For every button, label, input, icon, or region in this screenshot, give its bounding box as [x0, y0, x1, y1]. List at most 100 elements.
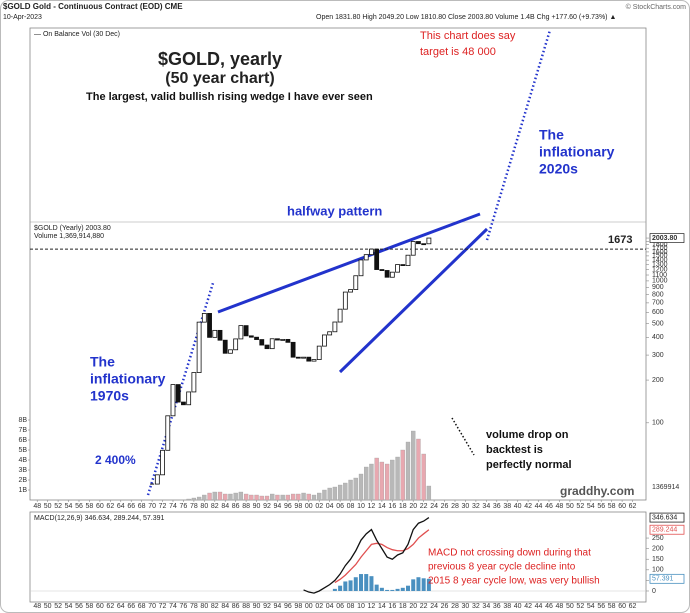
y-tick-label: 500: [652, 320, 664, 327]
x-tick-label: 58: [86, 503, 94, 510]
x-tick-label: 98: [294, 603, 302, 610]
volume-bar: [217, 491, 223, 501]
value-box-label: 289.244: [652, 527, 677, 534]
x-tick-label: 68: [138, 603, 146, 610]
volume-bar: [280, 494, 285, 501]
x-tick-label: 32: [472, 503, 480, 510]
x-tick-label: 38: [503, 603, 511, 610]
x-tick-label: 08: [347, 503, 355, 510]
y-tick-label: 600: [652, 309, 664, 316]
volume-bar: [317, 492, 322, 501]
volume-bar: [202, 494, 207, 501]
x-tick-label: 78: [190, 603, 198, 610]
y-tick-label: 1000: [652, 278, 668, 285]
y-tick-label: 1800: [652, 242, 668, 249]
macd-hist-bar: [332, 588, 337, 591]
x-tick-label: 26: [441, 603, 449, 610]
volume-tick-label: 1B: [18, 487, 27, 494]
x-tick-label: 12: [368, 503, 376, 510]
candle: [421, 243, 427, 246]
x-tick-label: 64: [117, 503, 125, 510]
x-tick-label: 96: [284, 503, 292, 510]
x-tick-label: 40: [514, 603, 522, 610]
x-tick-label: 50: [566, 603, 574, 610]
volume-bar: [285, 494, 291, 501]
wedge-upper: [217, 212, 481, 314]
annotation: inflationary: [90, 371, 166, 387]
candle: [395, 264, 400, 273]
x-tick-label: 66: [127, 603, 135, 610]
candle: [337, 308, 343, 323]
annotation: The largest, valid bullish rising wedge …: [86, 91, 373, 103]
volume-tick-label: 6B: [18, 437, 27, 444]
y-tick-label: 1700: [652, 245, 668, 252]
candle: [290, 341, 296, 358]
annotation: This chart does say: [420, 30, 516, 42]
candle: [165, 415, 171, 451]
macd-hist-bar: [379, 587, 384, 591]
candle: [332, 321, 338, 333]
x-tick-label: 54: [587, 503, 595, 510]
macd-hist-bar: [348, 580, 353, 591]
volume-tick-label: 5B: [18, 447, 27, 454]
volume-bar: [364, 466, 369, 501]
x-tick-label: 78: [190, 503, 198, 510]
volume-bar: [254, 494, 259, 501]
macd-tick-label: 200: [652, 545, 664, 552]
value-box-label: 346.634: [652, 514, 677, 521]
annotation: perfectly normal: [486, 459, 572, 471]
wedge-lower: [338, 227, 489, 374]
x-tick-label: 38: [503, 503, 511, 510]
volume-bar: [348, 479, 353, 501]
volume-bar: [301, 492, 306, 501]
x-tick-label: 34: [482, 503, 490, 510]
macd-hist-bar: [416, 577, 421, 591]
macd-hist-bar: [411, 579, 416, 591]
volume-bar: [353, 477, 358, 501]
x-tick-label: 02: [315, 603, 323, 610]
x-tick-label: 80: [200, 503, 208, 510]
volume-bar: [264, 495, 270, 501]
macd-tick-label: 0: [652, 588, 656, 595]
x-tick-label: 80: [200, 603, 208, 610]
y-tick-label: 1300: [652, 262, 668, 269]
macd-signal: [334, 529, 430, 584]
annotation: The: [90, 354, 115, 370]
annotation: graddhy.com: [560, 484, 634, 498]
candle: [243, 325, 249, 337]
volume-bar: [191, 497, 197, 501]
volume-drop-line: [451, 417, 475, 456]
macd-hist-bar: [374, 584, 379, 591]
x-tick-label: 62: [629, 503, 637, 510]
value-box-label: 57.391: [652, 576, 674, 583]
candle: [348, 289, 353, 293]
volume-bar: [296, 493, 301, 501]
y-tick-label: 200: [652, 377, 664, 384]
volume-tick-label: 4B: [18, 457, 27, 464]
volume-bar: [384, 463, 390, 501]
volume-bar: [259, 495, 264, 501]
x-tick-label: 60: [618, 603, 626, 610]
x-tick-label: 18: [399, 603, 407, 610]
volume-tick-label: 7B: [18, 427, 27, 434]
y-tick-label: 1100: [652, 272, 667, 279]
x-tick-label: 66: [127, 503, 135, 510]
candle: [196, 321, 202, 373]
x-tick-label: 62: [106, 503, 114, 510]
x-tick-label: 48: [556, 603, 564, 610]
candle: [212, 329, 218, 338]
price-label: $GOLD (Yearly) 2003.80: [34, 225, 111, 232]
annotation: The: [539, 127, 564, 143]
x-tick-label: 22: [420, 503, 428, 510]
x-tick-label: 72: [159, 603, 167, 610]
x-tick-label: 60: [96, 503, 104, 510]
y-tick-label: 300: [652, 352, 664, 359]
x-tick-label: 28: [451, 603, 459, 610]
candle: [248, 335, 254, 338]
x-tick-label: 30: [462, 603, 470, 610]
x-tick-label: 74: [169, 503, 177, 510]
candle: [191, 372, 197, 393]
x-tick-label: 64: [117, 603, 125, 610]
candle: [416, 241, 421, 245]
volume-bar: [207, 492, 212, 501]
